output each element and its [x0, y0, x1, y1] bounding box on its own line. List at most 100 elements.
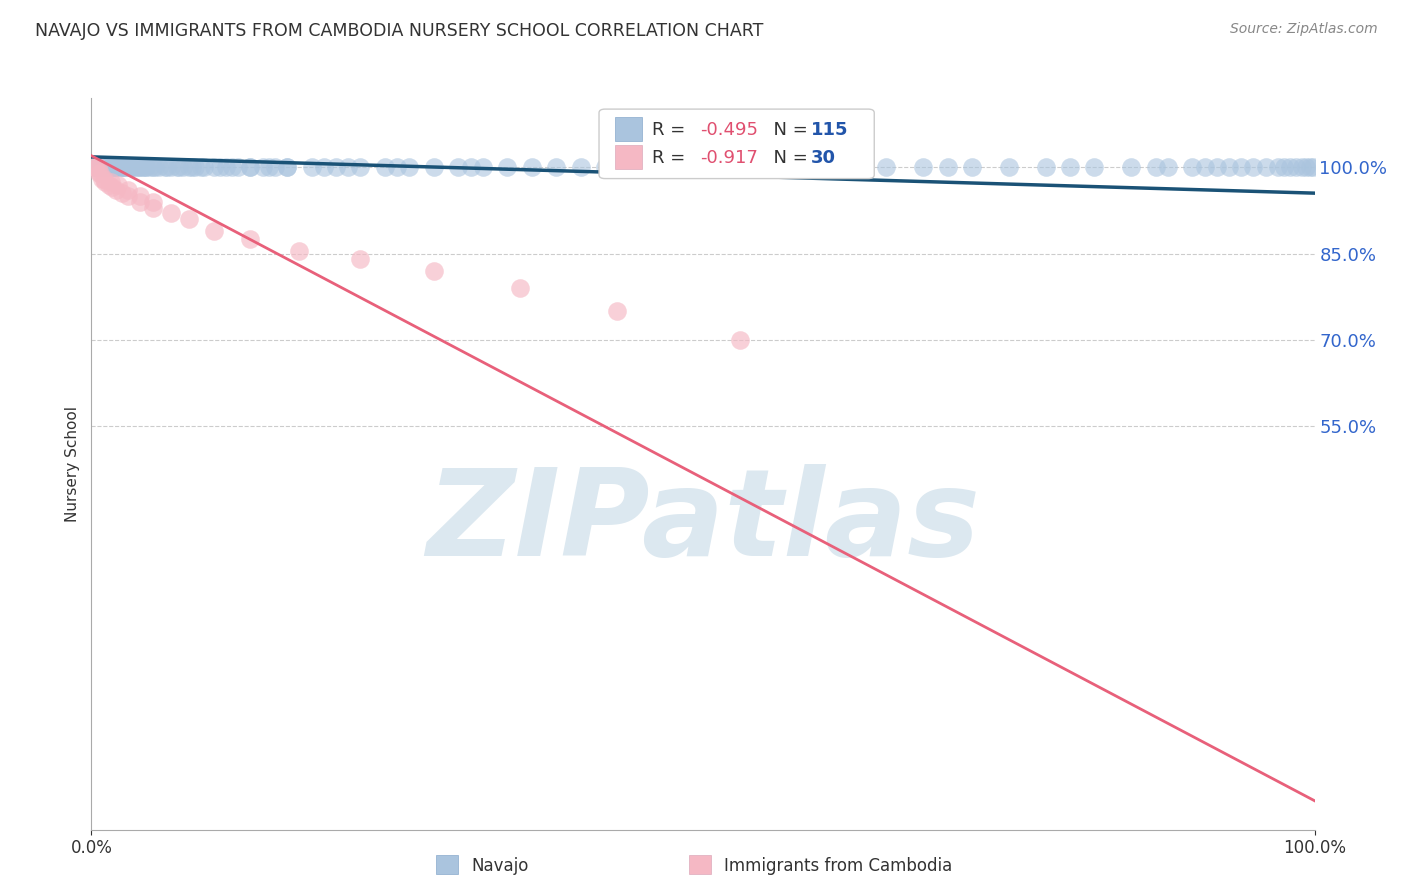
Point — [84, 160, 107, 174]
Point — [1230, 160, 1253, 174]
Point — [1144, 160, 1167, 174]
Point — [107, 160, 129, 174]
Point — [202, 224, 225, 238]
Point — [423, 160, 446, 174]
Point — [423, 264, 446, 278]
Point — [141, 194, 163, 209]
Point — [86, 160, 108, 174]
Point — [160, 160, 183, 174]
Point — [111, 160, 134, 174]
Point — [97, 178, 120, 192]
Point — [643, 160, 665, 174]
Point — [96, 160, 118, 174]
Point — [143, 160, 166, 174]
Point — [114, 160, 136, 174]
Point — [239, 232, 262, 246]
Point — [129, 160, 152, 174]
Point — [606, 304, 628, 318]
FancyBboxPatch shape — [599, 109, 875, 178]
Point — [107, 178, 129, 192]
Text: 30: 30 — [811, 149, 835, 167]
Point — [447, 160, 470, 174]
Point — [179, 212, 201, 227]
Text: N =: N = — [762, 149, 813, 167]
Point — [912, 160, 935, 174]
Point — [325, 160, 347, 174]
Point — [94, 160, 117, 174]
Point — [276, 160, 298, 174]
Point — [111, 186, 134, 201]
Point — [1035, 160, 1057, 174]
Point — [276, 160, 298, 174]
Point — [546, 160, 568, 174]
Point — [1299, 160, 1322, 174]
Point — [790, 160, 813, 174]
Point — [112, 160, 135, 174]
Point — [141, 160, 163, 174]
Point — [349, 160, 371, 174]
Point — [90, 160, 112, 174]
Point — [239, 160, 262, 174]
Point — [264, 160, 287, 174]
Point — [169, 160, 191, 174]
Point — [312, 160, 335, 174]
Point — [593, 160, 616, 174]
Point — [1218, 160, 1240, 174]
Point — [1083, 160, 1105, 174]
Point — [1295, 160, 1317, 174]
Point — [105, 160, 128, 174]
Point — [252, 160, 274, 174]
Point — [139, 160, 162, 174]
Point — [215, 160, 238, 174]
Point — [1059, 160, 1081, 174]
Bar — [614, 117, 641, 141]
Point — [101, 160, 124, 174]
Text: R =: R = — [651, 121, 690, 139]
Point — [288, 244, 311, 258]
Point — [117, 160, 139, 174]
Bar — [614, 145, 641, 169]
Point — [301, 160, 323, 174]
Point — [1181, 160, 1204, 174]
Point — [172, 160, 194, 174]
Point — [84, 160, 107, 174]
Point — [179, 160, 201, 174]
Point — [89, 166, 111, 180]
Point — [98, 160, 121, 174]
Point — [875, 160, 898, 174]
Point — [190, 160, 212, 174]
Point — [94, 175, 117, 189]
Point — [93, 171, 115, 186]
Point — [374, 160, 396, 174]
Point — [128, 160, 150, 174]
Point — [1279, 160, 1302, 174]
Point — [153, 160, 176, 174]
Point — [1272, 160, 1295, 174]
Point — [148, 160, 170, 174]
Point — [619, 160, 641, 174]
Point — [132, 160, 155, 174]
Point — [86, 160, 108, 174]
Point — [398, 160, 420, 174]
Point — [87, 166, 110, 180]
Point — [94, 160, 117, 174]
Point — [692, 160, 714, 174]
Point — [89, 160, 111, 174]
Point — [100, 160, 122, 174]
Point — [1205, 160, 1227, 174]
Point — [668, 160, 690, 174]
Point — [1267, 160, 1289, 174]
Point — [104, 183, 127, 197]
Point — [129, 189, 152, 203]
Point — [97, 160, 120, 174]
Point — [156, 160, 179, 174]
Point — [125, 160, 148, 174]
Point — [87, 160, 110, 174]
Point — [100, 175, 122, 189]
Text: 115: 115 — [811, 121, 848, 139]
Point — [520, 160, 543, 174]
Point — [117, 189, 139, 203]
Point — [180, 160, 202, 174]
Point — [998, 160, 1021, 174]
Point — [110, 160, 132, 174]
